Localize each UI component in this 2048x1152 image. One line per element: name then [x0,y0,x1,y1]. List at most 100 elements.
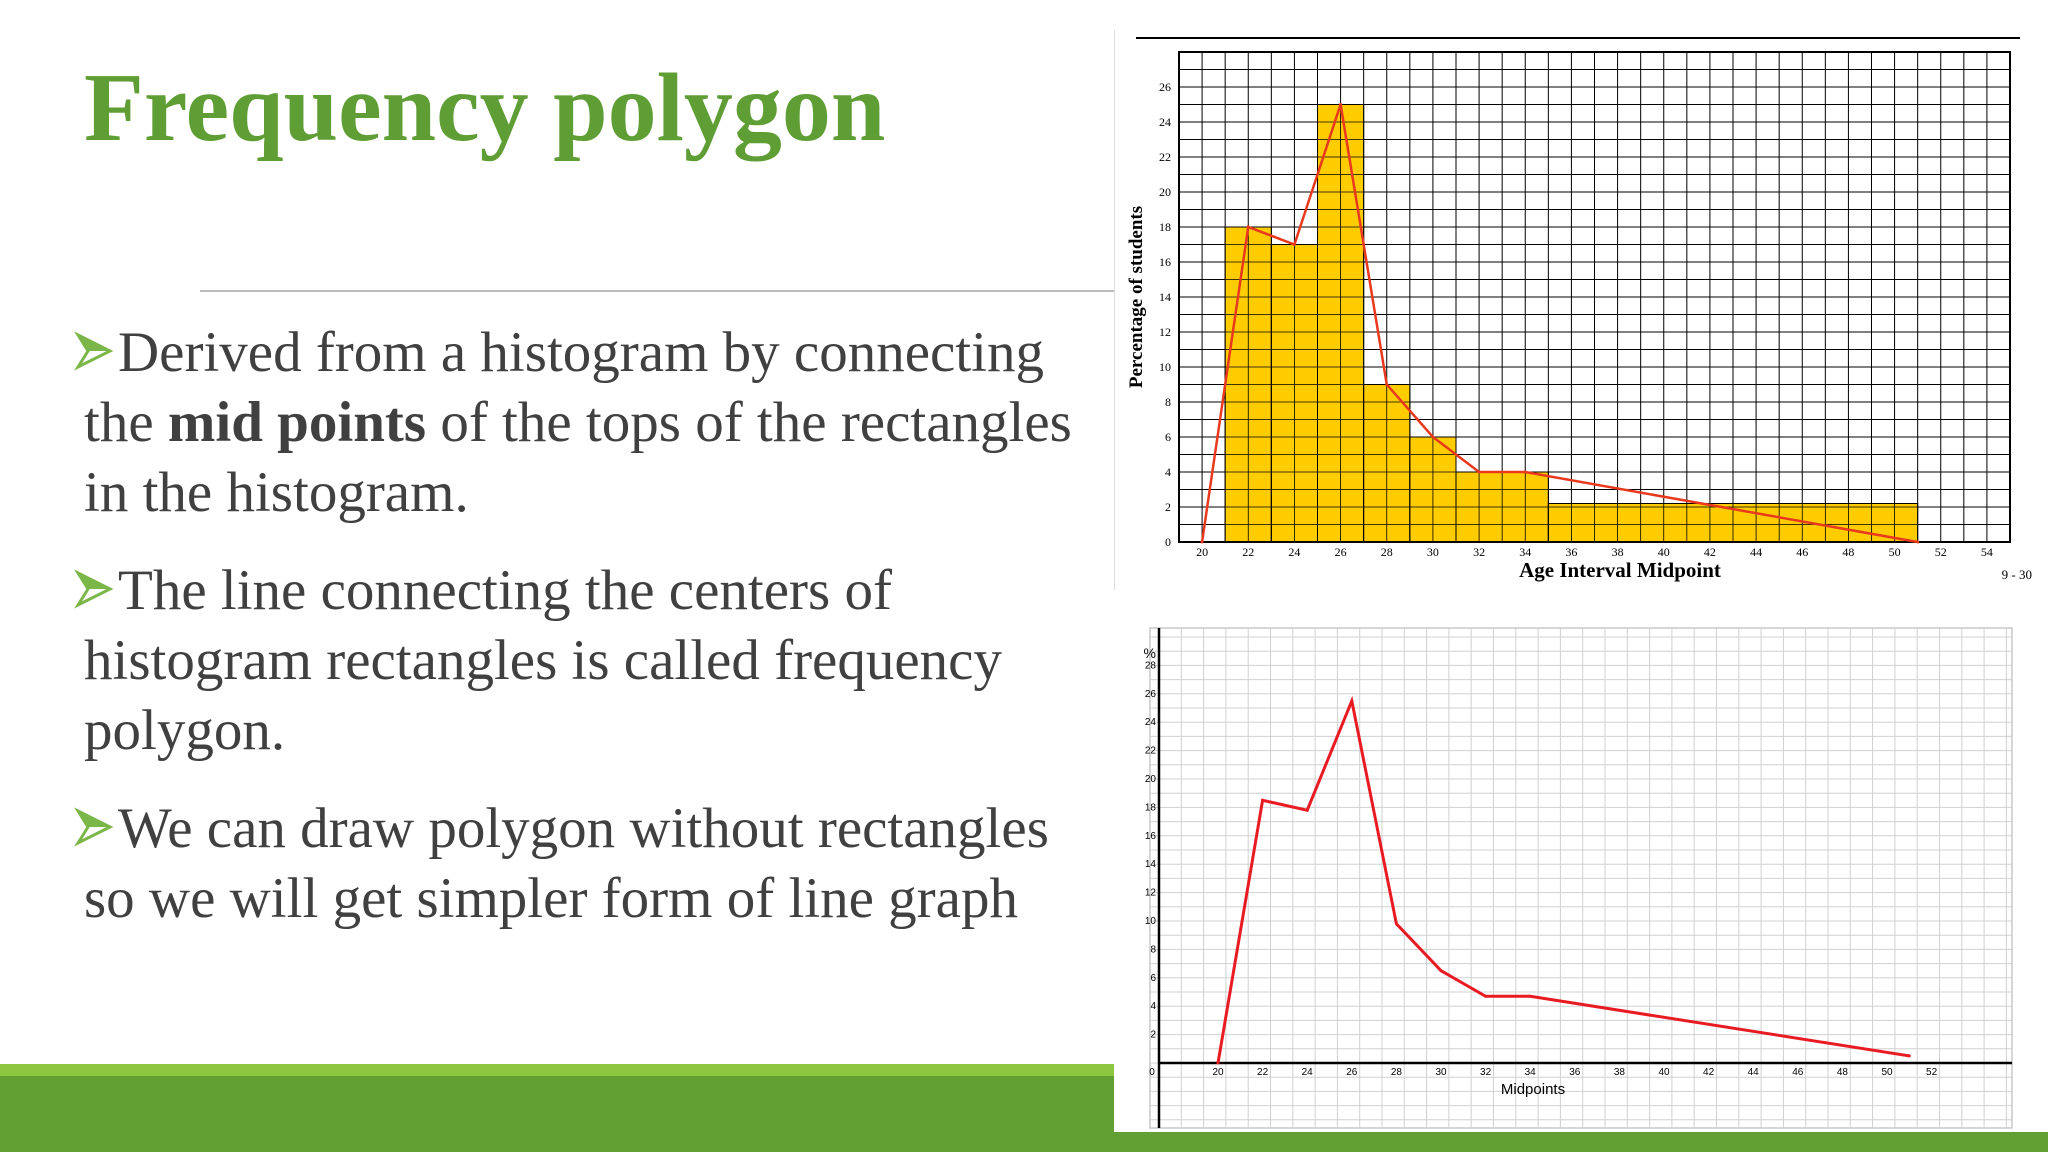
x-tick-label: 50 [1881,1067,1893,1078]
x-tick-label: 38 [1614,1067,1626,1078]
y-tick-label: 24 [1145,717,1157,728]
polygon-point-3 [1350,699,1354,703]
y-tick-label: 10 [1145,916,1157,927]
x-tick-label: 32 [1480,1067,1492,1078]
x-tick-label: 44 [1748,1067,1760,1078]
y-tick-label: 16 [1145,831,1157,842]
y-tick-label: 22 [1159,150,1171,164]
x-tick-label: 28 [1391,1067,1403,1078]
plot-frame [1178,51,2011,543]
x-tick-label: 34 [1525,1067,1537,1078]
y-tick-label: 26 [1159,80,1171,94]
x-tick-label: 48 [1842,545,1854,559]
polygon-point-6 [1477,470,1481,474]
arrow-bullet-icon [74,556,118,626]
bullet-2: The line connecting the centers of histo… [74,556,1094,766]
polygon-point-5 [1431,435,1435,439]
slide-title: Frequency polygon [84,54,886,162]
y-tick-label: 22 [1145,746,1157,757]
x-tick-label: 48 [1837,1067,1849,1078]
y-tick-label: 12 [1145,888,1157,899]
polygon-point-8 [1907,1054,1911,1058]
polygon-point-2 [1305,808,1309,812]
y-tick-label: 6 [1165,430,1171,444]
x-tick-label: 46 [1792,1067,1804,1078]
footer-accent-light [0,1064,1115,1076]
y-tick-label: 24 [1159,115,1171,129]
x-tick-label: 52 [1935,545,1947,559]
x-tick-label: 34 [1519,545,1531,559]
polygon-point-1 [1246,225,1250,229]
x-tick-label: 44 [1750,545,1762,559]
y-tick-label: 20 [1159,185,1171,199]
polygon-point-4 [1394,922,1398,926]
x-tick-label: 24 [1288,545,1300,559]
y-tick-label: 16 [1159,255,1171,269]
y-tick-label: 6 [1150,973,1156,984]
corner-label: 9 - 30 [2002,567,2032,582]
x-tick-label: 24 [1302,1067,1314,1078]
arrow-bullet-icon [74,794,118,864]
y-tick-label: 26 [1145,689,1157,700]
bullet-1-bold: mid points [167,391,427,454]
x-tick-label: 28 [1381,545,1393,559]
y-tick-label: 4 [1150,1001,1156,1012]
bullet-1-text: Derived from a histogram by connecting t… [84,321,1044,454]
polygon-point-0 [1200,540,1204,544]
x-tick-label: 20 [1196,545,1208,559]
polygon-point-1 [1261,798,1265,802]
y-tick-label: 18 [1159,220,1171,234]
x-tick-label: 30 [1435,1067,1447,1078]
x-tick-label: 40 [1658,545,1670,559]
x-axis-label: Midpoints [1501,1081,1565,1098]
polygon-point-5 [1439,969,1443,973]
title-divider [200,290,1115,292]
polygon-point-0 [1216,1061,1220,1065]
x-tick-label: 36 [1569,1067,1581,1078]
y-tick-label: 28 [1145,660,1157,671]
x-tick-label: 20 [1212,1067,1224,1078]
x-tick-label: 42 [1704,545,1716,559]
y-tick-label: 2 [1150,1030,1156,1041]
y-tick-label: 8 [1150,944,1156,955]
polygon-point-7 [1523,470,1527,474]
x-tick-label: 36 [1565,545,1577,559]
x-tick-label: 30 [1427,545,1439,559]
polygon-point-3 [1339,103,1343,106]
y-axis-label: % [1144,645,1156,661]
x-tick-label: 32 [1473,545,1485,559]
polygon-point-7 [1528,994,1532,998]
x-tick-label: 54 [1981,545,1993,559]
bullet-1-text-end: of the tops of the rectangles in the his… [84,391,1072,524]
y-tick-label: 14 [1159,290,1171,304]
x-tick-label: 46 [1796,545,1808,559]
y-tick-label: 8 [1165,395,1171,409]
y-tick-label: 18 [1145,802,1157,813]
x-tick-label: 50 [1889,545,1901,559]
bullet-3-text: We can draw polygon without rectangles s… [84,797,1049,930]
polygon-point-6 [1484,994,1488,998]
y-tick-label: 20 [1145,774,1157,785]
y-tick-label: 10 [1159,360,1171,374]
bullet-1: Derived from a histogram by connecting t… [74,318,1094,528]
y-tick-label: 12 [1159,325,1171,339]
polygon-point-2 [1292,243,1296,246]
x-tick-label: 26 [1346,1067,1358,1078]
bullet-3: We can draw polygon without rectangles s… [74,794,1094,934]
arrow-bullet-icon [74,318,118,388]
bullet-2-text: The line connecting the centers of histo… [84,559,1002,762]
polygon-point-8 [1916,540,1920,544]
y-tick-label: 0 [1165,535,1171,549]
x-tick-label: 52 [1926,1067,1938,1078]
x-tick-label: 0 [1149,1067,1155,1078]
y-tick-label: 4 [1165,465,1171,479]
polygon-point-4 [1385,383,1389,386]
x-tick-label: 42 [1703,1067,1715,1078]
x-tick-label: 38 [1612,545,1624,559]
x-tick-label: 22 [1257,1067,1269,1078]
y-tick-label: 14 [1145,859,1157,870]
x-tick-label: 40 [1658,1067,1670,1078]
x-axis-label: Age Interval Midpoint [1519,558,1721,582]
